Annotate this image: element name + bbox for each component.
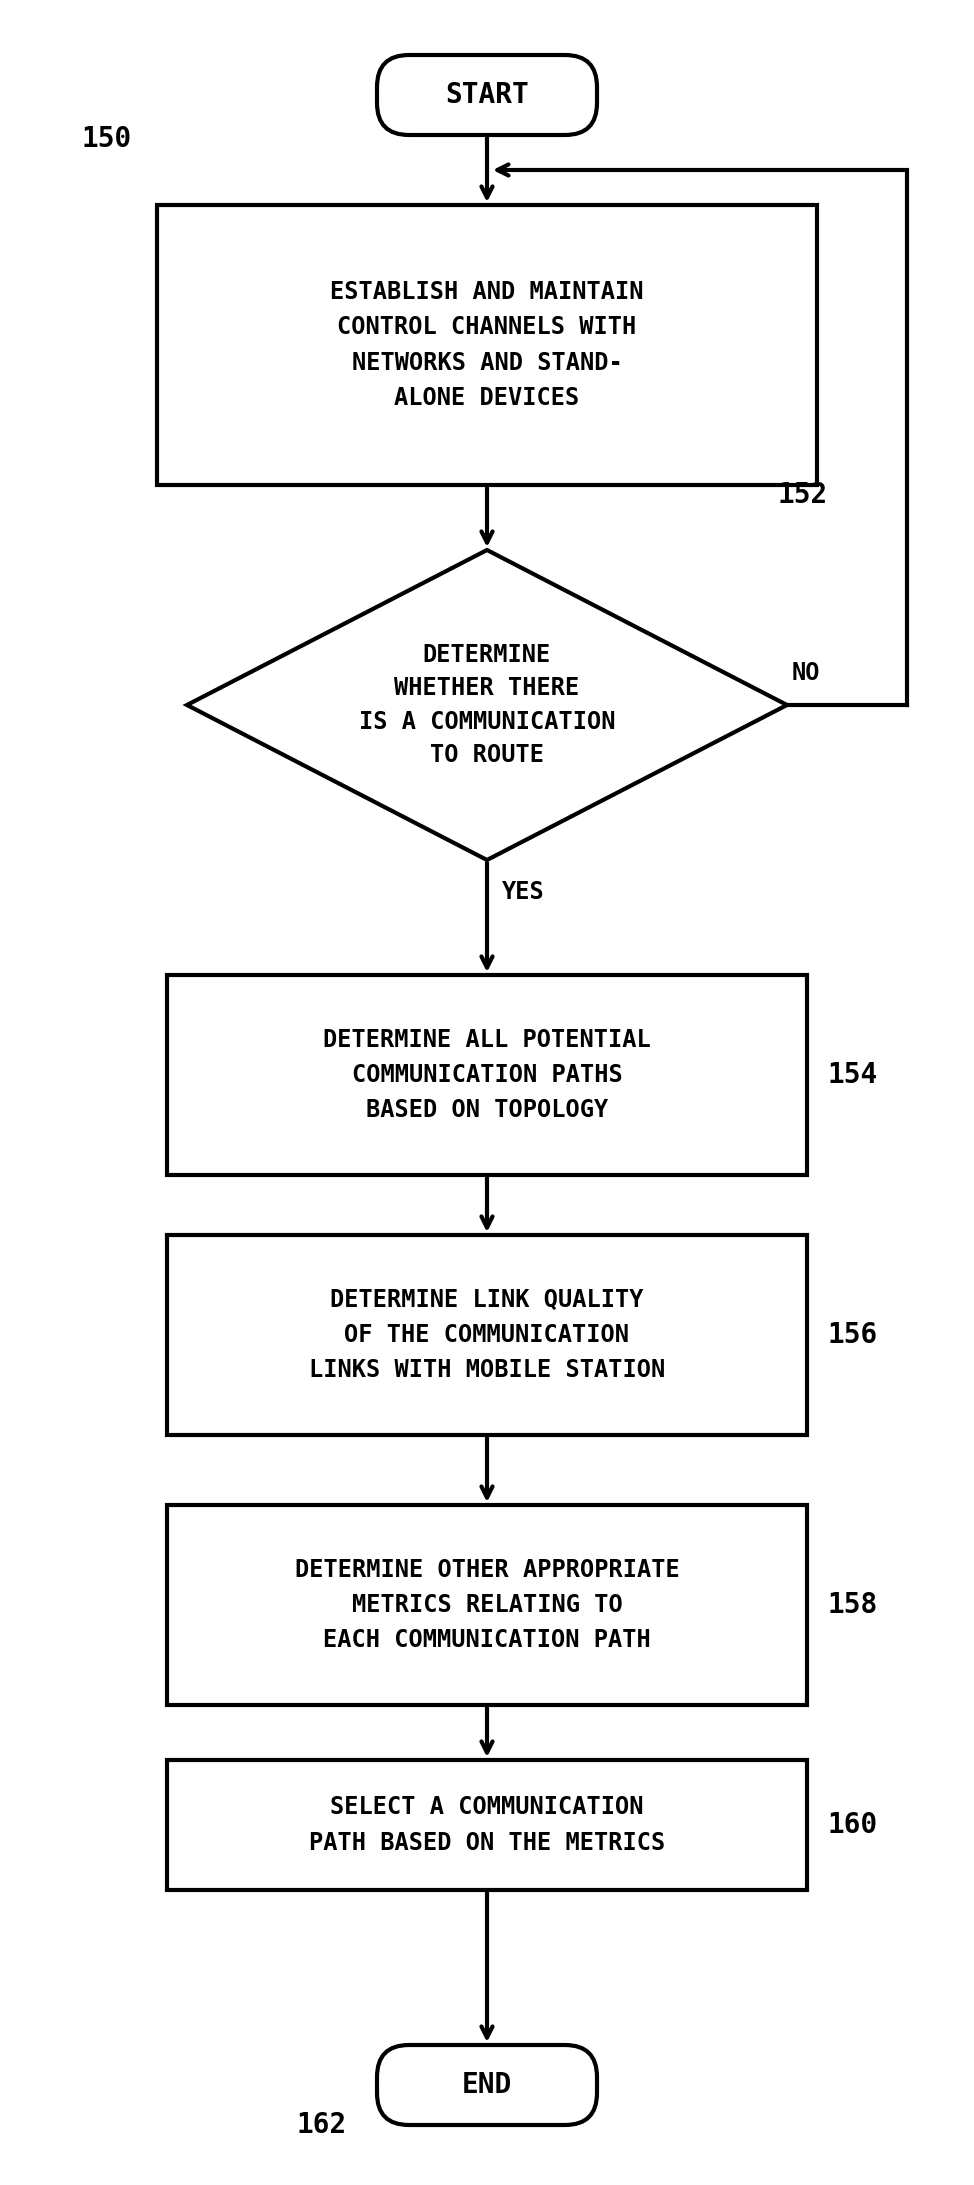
Text: YES: YES [502,881,544,905]
FancyBboxPatch shape [377,2045,597,2126]
Polygon shape [187,551,787,861]
Text: 154: 154 [827,1062,878,1088]
Text: DETERMINE LINK QUALITY
OF THE COMMUNICATION
LINKS WITH MOBILE STATION: DETERMINE LINK QUALITY OF THE COMMUNICAT… [309,1287,665,1383]
Text: DETERMINE OTHER APPROPRIATE
METRICS RELATING TO
EACH COMMUNICATION PATH: DETERMINE OTHER APPROPRIATE METRICS RELA… [294,1558,680,1652]
Text: 158: 158 [827,1591,878,1619]
Text: DETERMINE
WHETHER THERE
IS A COMMUNICATION
TO ROUTE: DETERMINE WHETHER THERE IS A COMMUNICATI… [358,642,616,767]
Text: NO: NO [792,662,820,686]
Text: 152: 152 [777,481,827,509]
Text: 150: 150 [82,125,132,153]
Text: 162: 162 [297,2111,347,2139]
Text: START: START [445,81,529,109]
FancyBboxPatch shape [377,55,597,135]
Bar [167,1505,807,1704]
Bar [167,975,807,1176]
Bar [167,1759,807,1890]
Text: 160: 160 [827,1811,878,1840]
Text: ESTABLISH AND MAINTAIN
CONTROL CHANNELS WITH
NETWORKS AND STAND-
ALONE DEVICES: ESTABLISH AND MAINTAIN CONTROL CHANNELS … [330,280,644,411]
Text: END: END [462,2071,512,2100]
Bar [167,1235,807,1436]
Text: DETERMINE ALL POTENTIAL
COMMUNICATION PATHS
BASED ON TOPOLOGY: DETERMINE ALL POTENTIAL COMMUNICATION PA… [323,1027,651,1123]
Bar [157,205,817,485]
Text: SELECT A COMMUNICATION
PATH BASED ON THE METRICS: SELECT A COMMUNICATION PATH BASED ON THE… [309,1796,665,1855]
Text: 156: 156 [827,1322,878,1348]
